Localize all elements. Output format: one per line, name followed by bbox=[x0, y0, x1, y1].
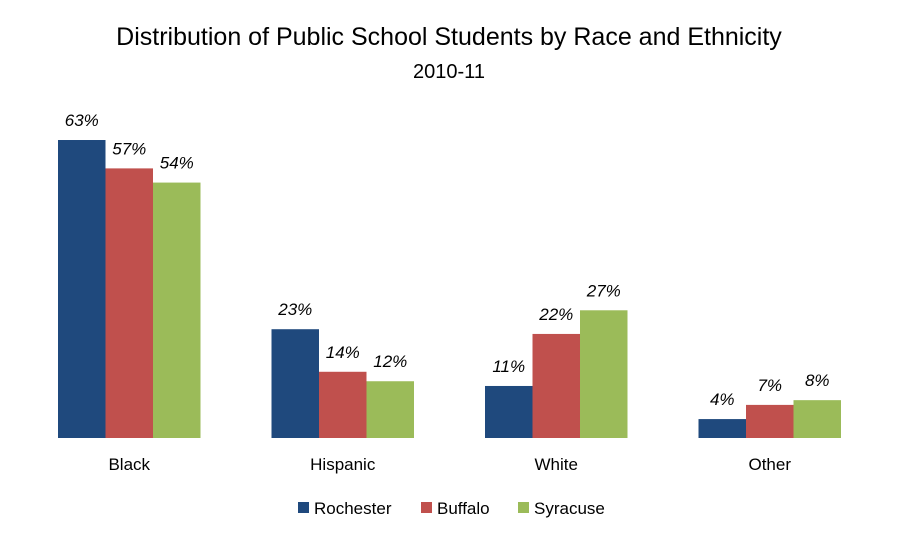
legend-label-syracuse: Syracuse bbox=[534, 499, 605, 518]
bar-hispanic-buffalo bbox=[319, 371, 367, 438]
category-axis: Black Hispanic White Other bbox=[108, 455, 791, 474]
data-label-black-buffalo: 57% bbox=[112, 139, 146, 158]
data-label-black-rochester: 63% bbox=[65, 111, 99, 130]
bar-black-syracuse bbox=[153, 182, 201, 438]
bar-other-syracuse bbox=[793, 400, 841, 438]
bar-black-buffalo bbox=[105, 168, 153, 438]
legend-label-buffalo: Buffalo bbox=[437, 499, 490, 518]
data-label-white-syracuse: 27% bbox=[586, 281, 621, 300]
bars-layer bbox=[58, 140, 841, 438]
bar-black-rochester bbox=[58, 140, 106, 438]
data-label-other-syracuse: 8% bbox=[805, 371, 830, 390]
data-label-white-buffalo: 22% bbox=[538, 305, 573, 324]
bar-white-syracuse bbox=[580, 310, 628, 438]
data-label-hispanic-buffalo: 14% bbox=[326, 343, 360, 362]
legend-swatch-rochester bbox=[298, 502, 309, 513]
data-label-black-syracuse: 54% bbox=[160, 154, 194, 173]
data-label-other-buffalo: 7% bbox=[757, 376, 782, 395]
chart-subtitle: 2010-11 bbox=[413, 61, 485, 83]
data-label-hispanic-rochester: 23% bbox=[277, 300, 312, 319]
bar-other-rochester bbox=[698, 419, 746, 438]
legend: Rochester Buffalo Syracuse bbox=[298, 499, 605, 518]
bar-hispanic-rochester bbox=[271, 329, 319, 438]
bar-white-rochester bbox=[485, 385, 533, 438]
category-label-white: White bbox=[535, 455, 578, 474]
data-label-white-rochester: 11% bbox=[492, 357, 525, 376]
category-label-black: Black bbox=[108, 455, 150, 474]
legend-swatch-syracuse bbox=[518, 502, 529, 513]
category-label-hispanic: Hispanic bbox=[310, 455, 376, 474]
data-label-other-rochester: 4% bbox=[710, 390, 735, 409]
chart-title: Distribution of Public School Students b… bbox=[116, 23, 782, 51]
legend-swatch-buffalo bbox=[421, 502, 432, 513]
bar-hispanic-syracuse bbox=[366, 381, 414, 438]
data-labels-layer: 63% 57% 54% 23% 14% 12% 11% 22% 27% 4% 7% 8% bbox=[65, 111, 830, 409]
bar-white-buffalo bbox=[532, 333, 580, 438]
legend-label-rochester: Rochester bbox=[314, 499, 392, 518]
category-label-other: Other bbox=[748, 455, 791, 474]
bar-other-buffalo bbox=[746, 404, 794, 438]
data-label-hispanic-syracuse: 12% bbox=[373, 352, 407, 371]
